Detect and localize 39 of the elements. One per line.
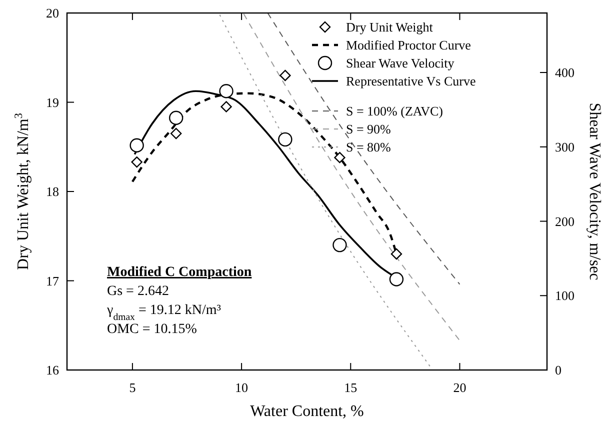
annotation: Modified C Compaction [107,265,252,280]
legend-label: Dry Unit Weight [346,20,434,34]
annotation: OMC = 10.15% [107,322,198,337]
point [131,156,142,168]
y2-tick-label: 300 [555,139,574,154]
point [130,138,144,152]
point [390,248,402,260]
legend-label: S = 100% (ZAVC) [346,104,444,118]
y-tick-label: 18 [46,184,59,199]
legend-label: Representative Vs Curve [346,74,476,88]
y-tick-label: 19 [46,94,59,110]
y2-tick-label: 400 [555,65,574,80]
x-tick-label: 15 [344,380,358,395]
y-tick-label: 16 [46,362,60,378]
legend-label: S = 80% [346,140,392,154]
x-tick-label: 5 [129,380,136,395]
y2-tick-label: 200 [555,214,574,229]
point [389,272,404,286]
annotation: Gs = 2.642 [107,284,169,299]
point [219,84,234,98]
point [220,101,232,112]
y2-tick-label: 100 [555,288,574,304]
legend-label: S = 90% [346,122,392,136]
point [334,152,346,164]
legend-label: Modified Proctor Curve [346,38,472,52]
point [170,128,182,140]
x-tick-label: 20 [453,380,466,395]
x-axis-title: Water Content, % [250,403,364,420]
annotation: γ$_{dmax}$ = 19.12 kN/m³ [106,303,221,322]
y-tick-label: 17 [46,273,60,288]
y2-tick-label: 0 [555,362,562,378]
point [332,238,347,252]
point [168,110,184,125]
point [278,132,292,147]
x-tick-label: 10 [235,380,248,395]
legend-label: Shear Wave Velocity [346,56,455,70]
y-tick-label: 20 [46,6,59,20]
point [280,70,291,82]
y2-axis-title: Shear Wave Velocity, m/sec [586,102,602,280]
